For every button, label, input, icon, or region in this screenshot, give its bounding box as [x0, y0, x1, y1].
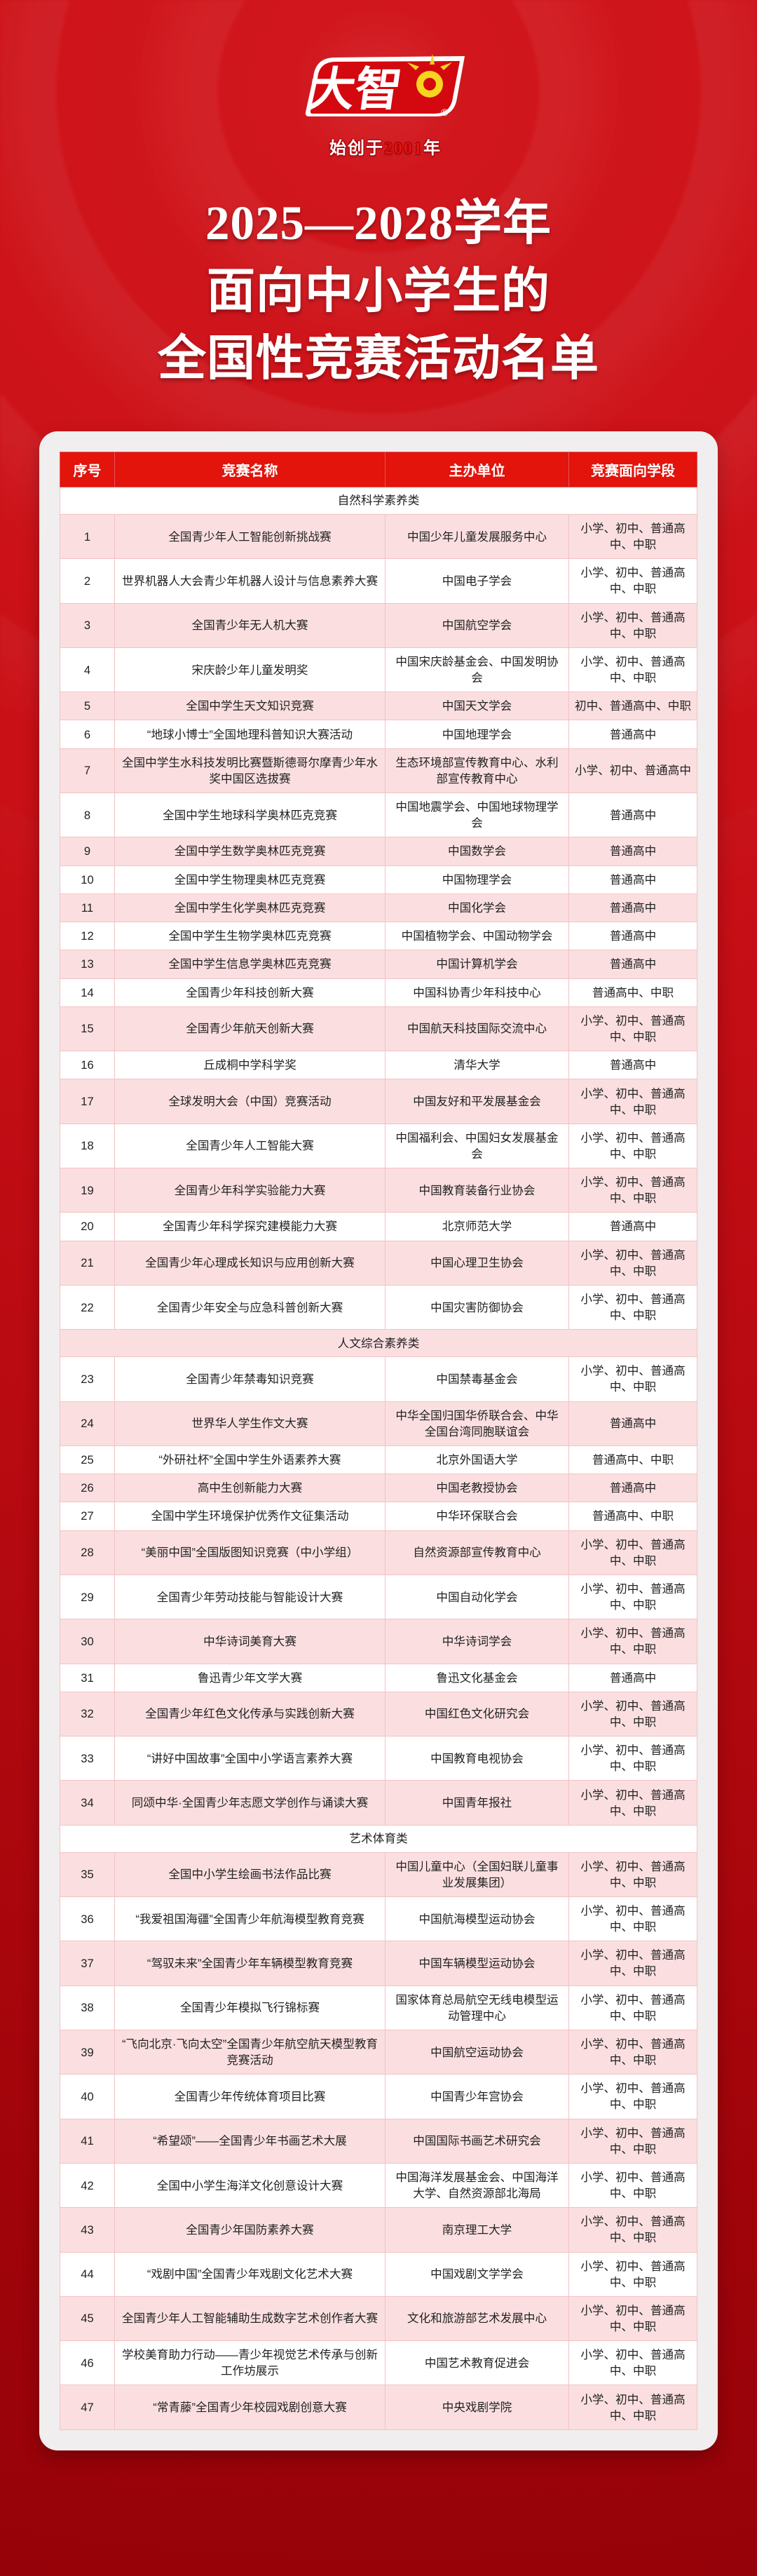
svg-text:大智: 大智: [306, 64, 405, 116]
svg-text:®: ®: [441, 107, 449, 118]
